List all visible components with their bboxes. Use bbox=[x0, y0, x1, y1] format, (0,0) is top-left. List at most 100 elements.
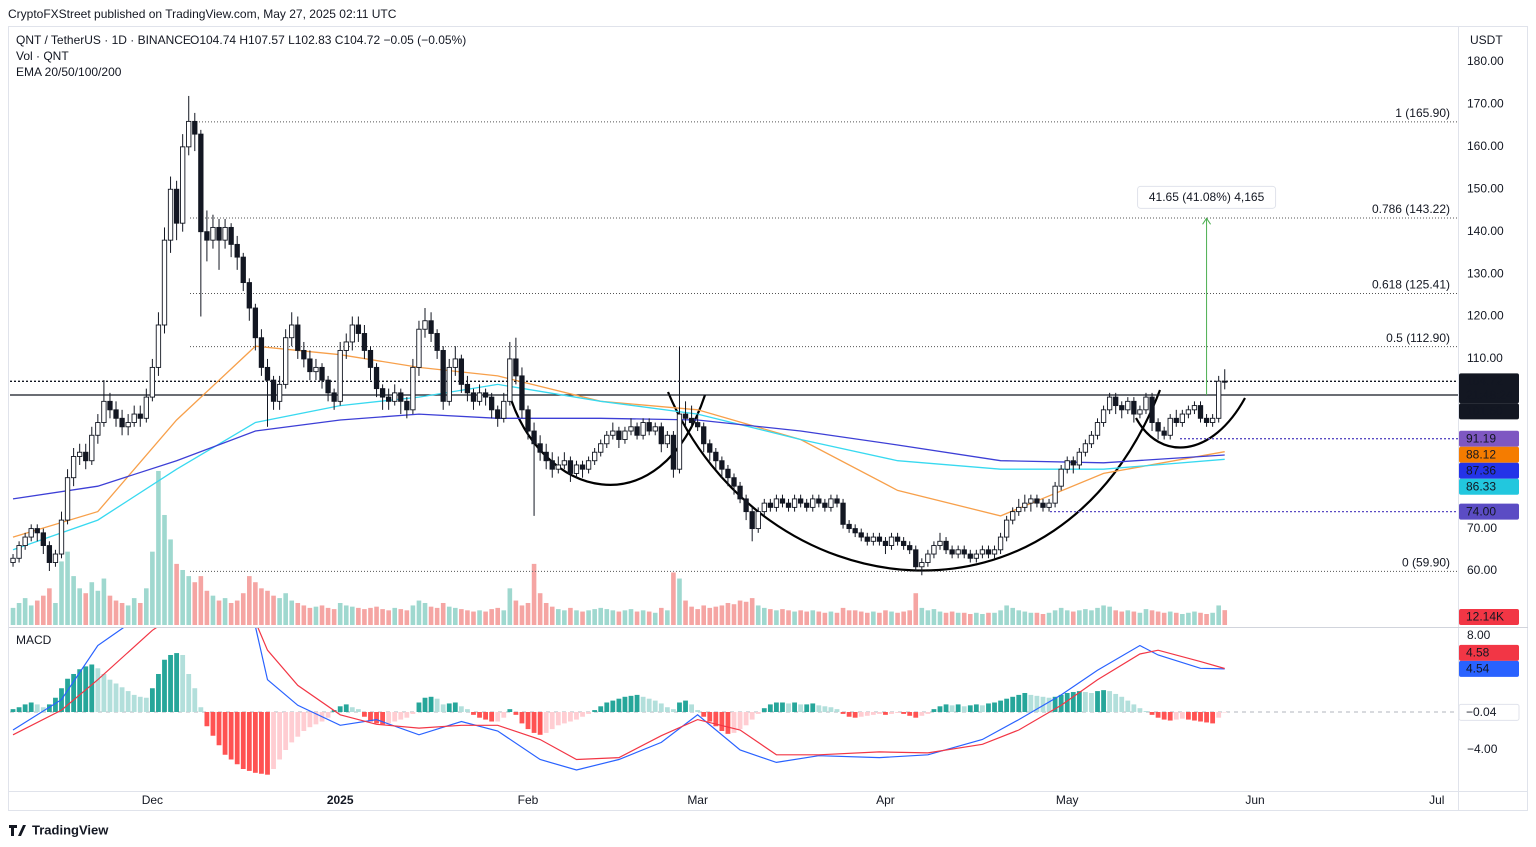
price-tag-label: 104.72 bbox=[1466, 374, 1503, 388]
histogram-bar bbox=[355, 709, 361, 712]
histogram-bar bbox=[1143, 711, 1149, 712]
candle-body bbox=[1125, 400, 1131, 411]
candle-body bbox=[489, 396, 495, 411]
histogram-bar bbox=[671, 709, 676, 712]
histogram-bar bbox=[386, 711, 392, 724]
volume-bar bbox=[1113, 610, 1118, 625]
candle-body bbox=[264, 366, 271, 381]
candle-body bbox=[252, 307, 259, 339]
candle-body bbox=[1197, 405, 1204, 419]
volume-bar bbox=[192, 582, 198, 625]
histogram-bar bbox=[840, 711, 846, 714]
histogram-bar bbox=[392, 711, 398, 722]
volume-bar bbox=[1101, 605, 1106, 625]
histogram-bar bbox=[858, 711, 864, 717]
histogram-bar bbox=[1131, 704, 1137, 712]
histogram-bar bbox=[65, 678, 70, 712]
histogram-tag bbox=[1458, 703, 1520, 721]
candle-body bbox=[77, 451, 83, 457]
histogram-bar bbox=[883, 711, 888, 715]
candle-body bbox=[688, 417, 695, 423]
volume-bar bbox=[816, 611, 822, 625]
histogram-bar bbox=[767, 704, 773, 712]
volume-bar bbox=[1095, 607, 1100, 625]
volume-bar bbox=[240, 593, 246, 625]
candle-body bbox=[888, 536, 895, 547]
histogram-bar bbox=[1167, 711, 1173, 721]
histogram-bar bbox=[561, 711, 567, 724]
volume-bar bbox=[107, 595, 113, 625]
histogram-bar bbox=[40, 707, 46, 712]
histogram-bar bbox=[919, 711, 925, 716]
candle-body bbox=[40, 532, 46, 547]
candle-body bbox=[1106, 396, 1113, 411]
histogram-bar bbox=[1119, 696, 1125, 712]
histogram-bar bbox=[428, 696, 434, 712]
histogram-bar bbox=[864, 711, 870, 716]
price-tag-label: 91.19 bbox=[1466, 431, 1496, 445]
histogram-bar bbox=[780, 702, 785, 712]
volume-bar bbox=[210, 595, 216, 625]
candle-body bbox=[119, 417, 125, 428]
volume-bar bbox=[440, 602, 446, 625]
histogram-bar bbox=[149, 688, 155, 712]
candle-body bbox=[943, 540, 949, 551]
candle-body bbox=[325, 379, 331, 394]
volume-bar bbox=[1010, 607, 1015, 625]
histogram-bar bbox=[931, 709, 937, 712]
volume-bar bbox=[1052, 610, 1058, 625]
volume-bar bbox=[780, 609, 785, 625]
volume-bar bbox=[556, 609, 561, 625]
histogram-bar bbox=[980, 705, 985, 712]
volume-bar bbox=[410, 605, 416, 625]
candle-body bbox=[125, 422, 131, 428]
histogram-bar bbox=[828, 707, 834, 712]
volume-bar bbox=[265, 590, 270, 625]
candle-body bbox=[1003, 519, 1010, 538]
histogram-bar bbox=[477, 711, 482, 718]
histogram-bar bbox=[222, 711, 228, 755]
candle-body bbox=[1094, 422, 1101, 436]
histogram-bar bbox=[1107, 691, 1113, 712]
histogram-bar bbox=[325, 711, 331, 718]
volume-bar bbox=[658, 607, 664, 625]
candle-body bbox=[155, 324, 162, 368]
volume-bar bbox=[53, 602, 58, 625]
candle-body bbox=[713, 451, 719, 462]
histogram-bar bbox=[961, 706, 967, 712]
candle-body bbox=[246, 282, 252, 309]
candle-body bbox=[658, 426, 664, 445]
cup-large bbox=[666, 389, 1162, 572]
macd-line bbox=[12, 628, 1225, 771]
candle-body bbox=[1058, 468, 1064, 487]
publisher: CryptoFXStreet published on TradingView.… bbox=[8, 7, 397, 21]
volume-bar bbox=[1058, 607, 1064, 625]
volume-bar bbox=[144, 588, 149, 625]
volume-bar bbox=[1216, 605, 1221, 625]
candle-body bbox=[434, 333, 440, 351]
volume-bar bbox=[919, 607, 925, 625]
histogram-bar bbox=[925, 711, 931, 714]
volume-bar bbox=[925, 610, 931, 625]
volume-bar bbox=[652, 612, 658, 625]
candle-body bbox=[670, 434, 677, 470]
volume-bar bbox=[1089, 610, 1094, 625]
volume-bar bbox=[598, 607, 604, 625]
candle-body bbox=[531, 430, 537, 445]
histogram-bar bbox=[701, 711, 707, 717]
histogram-bar bbox=[119, 687, 125, 712]
volume-bar bbox=[755, 605, 761, 625]
histogram-bar bbox=[204, 711, 210, 727]
candle-body bbox=[1052, 485, 1058, 504]
candle-body bbox=[858, 532, 864, 538]
macd-line bbox=[12, 628, 1225, 761]
histogram-bar bbox=[998, 700, 1003, 712]
volume-bar bbox=[253, 582, 258, 625]
histogram-bar bbox=[374, 711, 379, 724]
volume-label: Vol · QNT bbox=[16, 49, 69, 63]
price-tag-label: 101.50 bbox=[1466, 404, 1503, 418]
histogram-bar bbox=[719, 711, 725, 731]
candle-body bbox=[58, 519, 65, 555]
histogram-bar bbox=[337, 706, 343, 712]
volume-bar bbox=[1022, 611, 1028, 625]
